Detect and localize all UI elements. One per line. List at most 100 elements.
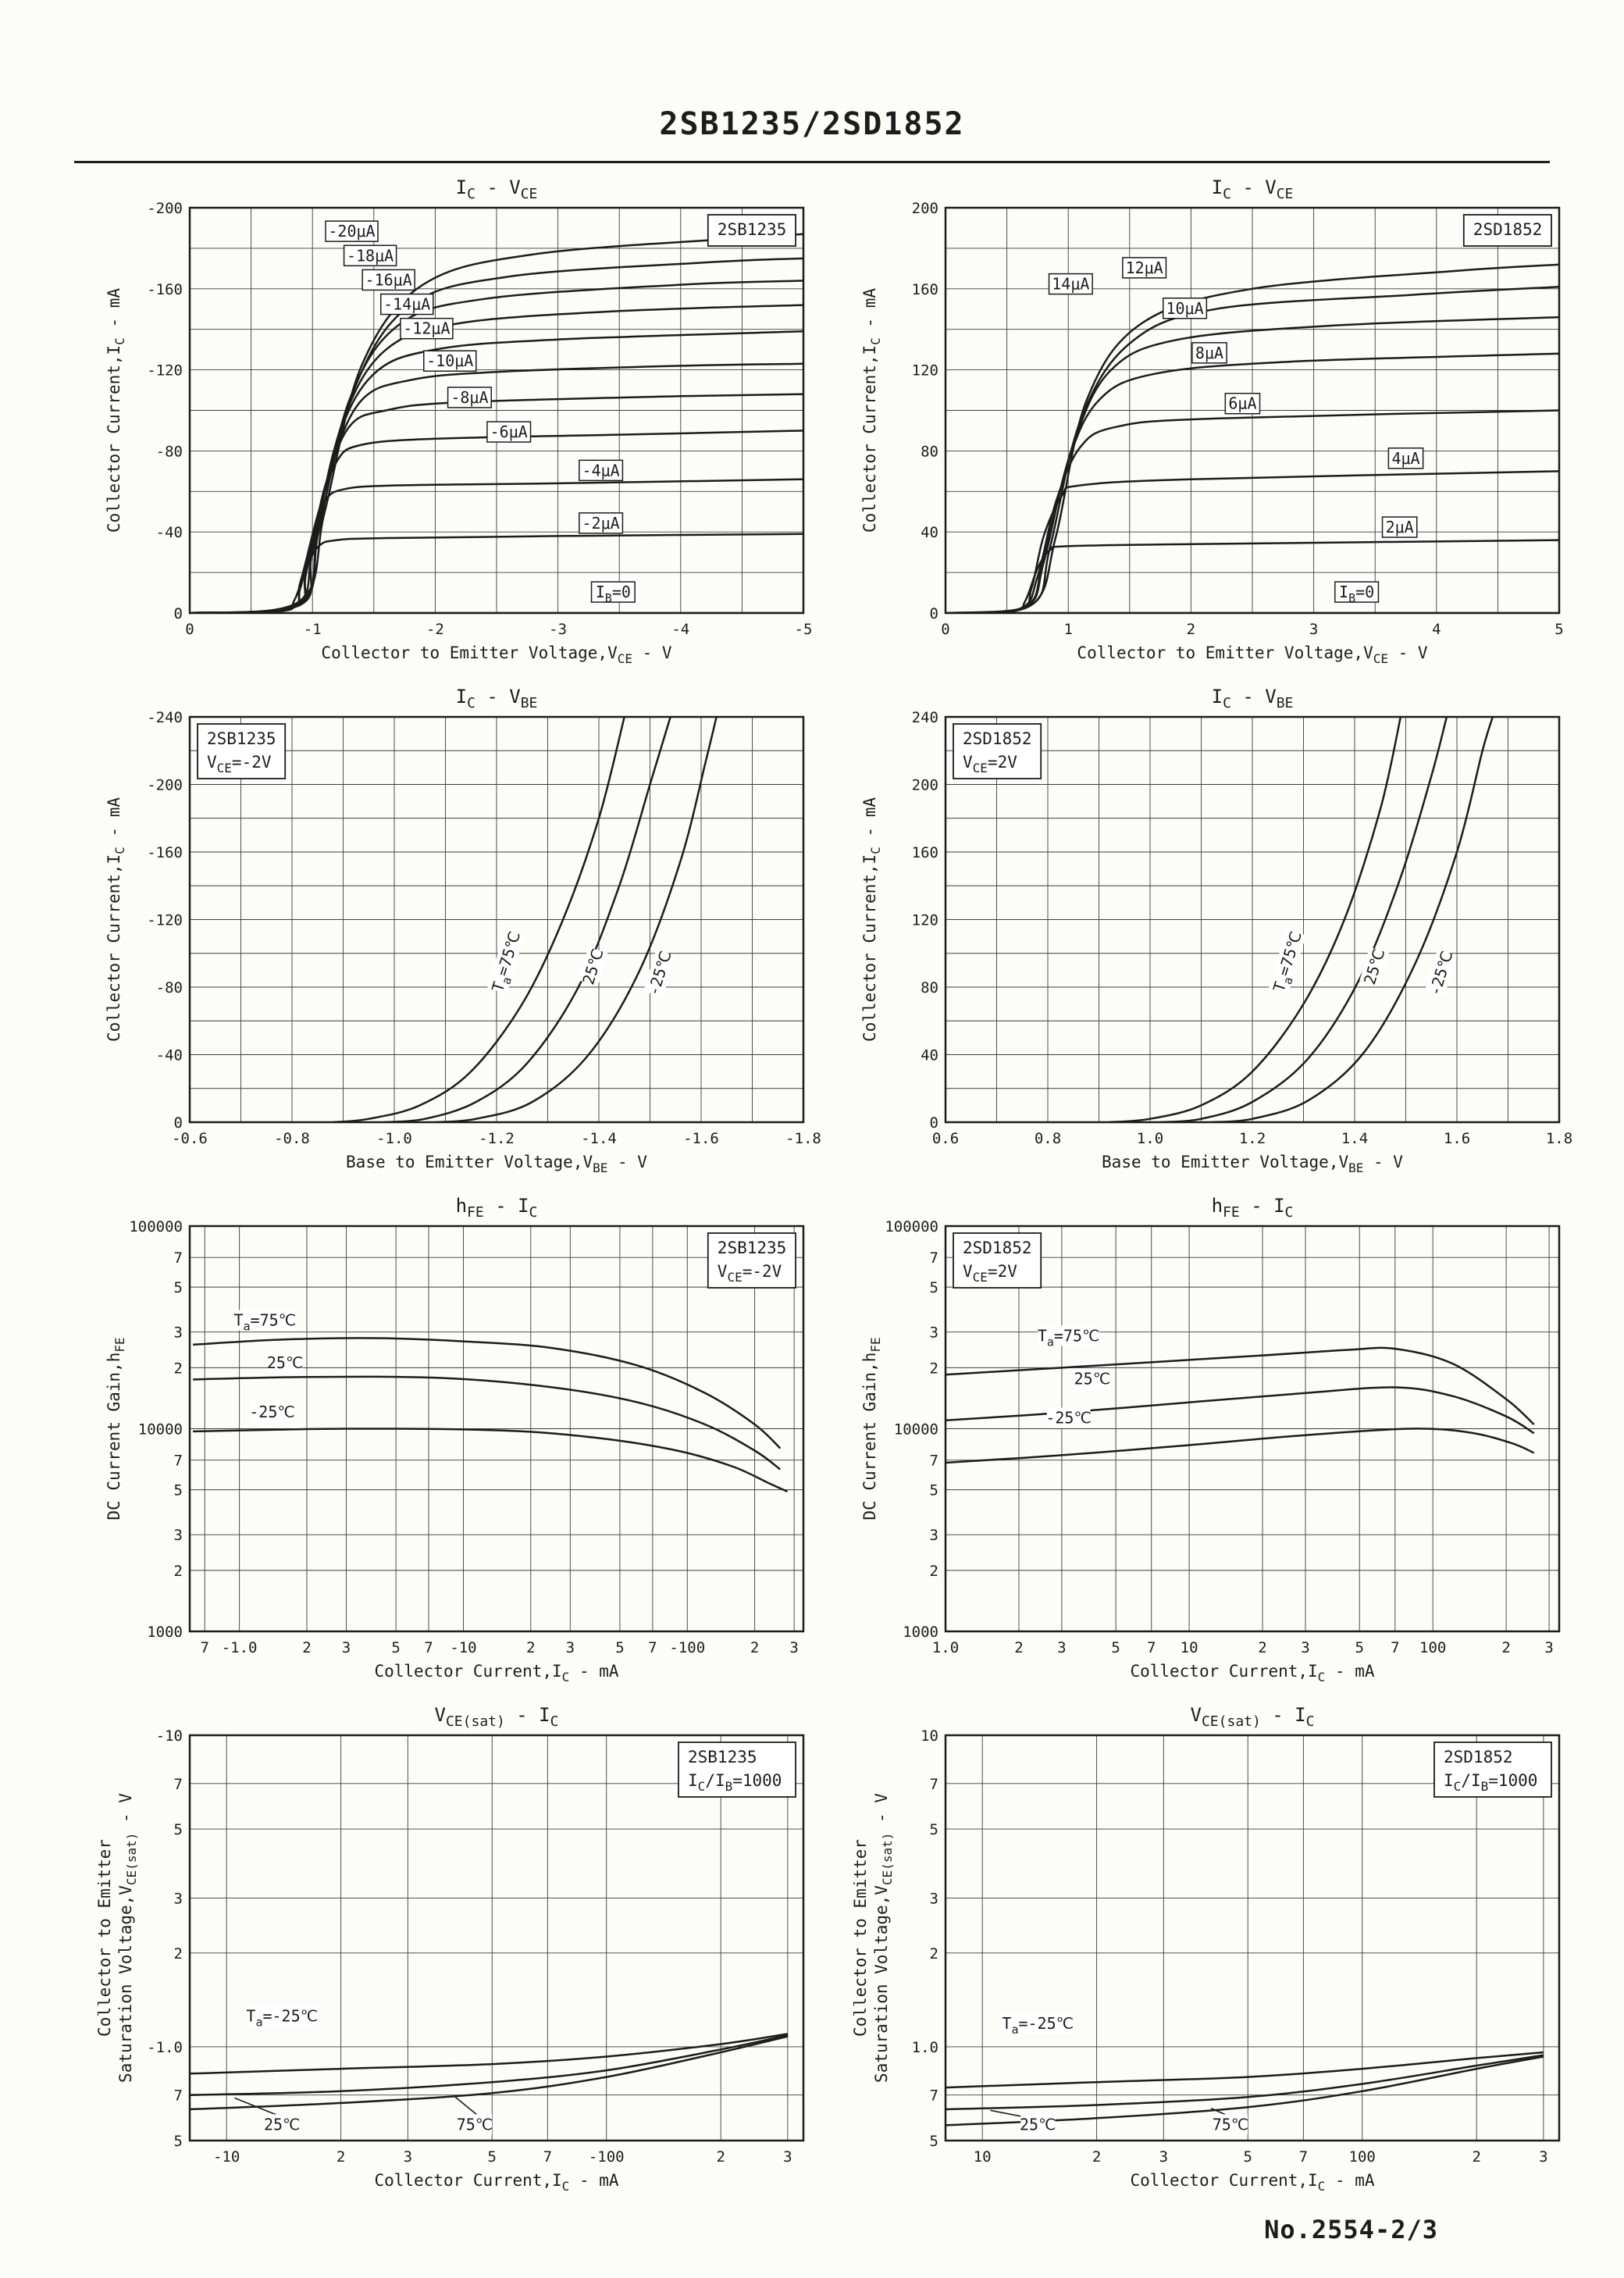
curve-Ta=25C <box>190 2034 789 2096</box>
curves-group <box>946 2051 1544 2126</box>
y-tick-label: -120 <box>147 912 183 929</box>
curve-label-Ta=-25C: Ta=-25℃ <box>1002 2013 1074 2037</box>
curve-Ta=25C <box>1160 717 1448 1122</box>
condition-box <box>707 1232 796 1289</box>
y-tick-label: 0 <box>930 1114 938 1132</box>
condition-box-line: VCE=2V <box>963 1262 1017 1285</box>
condition-box-line: 2SD1852 <box>1444 1748 1513 1766</box>
y-axis-label: Collector Current,IC - mA <box>105 797 127 1042</box>
y-tick-label: 1.0 <box>912 2039 938 2056</box>
chart-title: hFE - IC <box>456 1195 538 1221</box>
chart-title: IC - VCE <box>1212 176 1294 202</box>
y-tick-label: 240 <box>912 709 938 726</box>
curve-Ta=75C <box>946 2055 1544 2126</box>
y-tick-label: 80 <box>921 443 938 460</box>
curve-label-IB=12uA: 12μA <box>1122 257 1167 279</box>
condition-box-line: 2SD1852 <box>963 729 1032 748</box>
curves-group <box>333 717 718 1122</box>
curve-Ta=-25C <box>1211 717 1494 1122</box>
y-tick-label: 2 <box>930 1945 938 1963</box>
x-tick-label: 1.6 <box>1444 1130 1470 1147</box>
curve-label-Ta=25C: 25℃ <box>578 946 608 987</box>
y-tick-label: 7 <box>930 2087 938 2105</box>
y-tick-label: 5 <box>930 1482 938 1499</box>
x-tick-label: 2 <box>716 2148 725 2166</box>
y-tick-label: 5 <box>174 1279 183 1296</box>
chart-svg-ic-vbe-2sd1852: 0.6 0.8 1.0 1.2 1.4 1.6 1.8 0 40 80 120 160 200 240 Ba… <box>860 686 1572 1175</box>
x-tick-label: 2 <box>526 1639 535 1656</box>
chart-svg-hfe-ic-2sd1852: 1.0 2 3 5 7 10 2 3 5 7 100 2 3 1000 2 3 5 7 10000 2 3 5 7 10000… <box>860 1195 1561 1684</box>
curve-label-text: 4μA <box>1391 449 1419 468</box>
curve-label-Ta=-25C: -25℃ <box>1045 1407 1092 1428</box>
curve-label-text: 25℃ <box>1074 1369 1111 1388</box>
curve-Ta=75C <box>193 1337 782 1449</box>
x-axis-label: Collector Current,IC - mA <box>1130 2171 1374 2194</box>
y-tick-label: -240 <box>147 709 183 726</box>
x-tick-label: 7 <box>424 1639 433 1656</box>
condition-box-line: 2SB1235 <box>718 220 787 239</box>
curve-label-Ta=-25C: -25℃ <box>1424 949 1457 998</box>
y-tick-label: 5 <box>930 1279 938 1296</box>
y-tick-label: 1000 <box>147 1624 183 1641</box>
x-tick-label: 0.6 <box>932 1130 959 1147</box>
x-tick-label: 3 <box>1309 621 1318 638</box>
condition-box-line: IC/IB=1000 <box>1444 1771 1537 1794</box>
y-axis-label: Collector to Emitter <box>853 1839 870 2037</box>
curve-label-IB=0: IB=0 <box>590 581 636 605</box>
curve-label-text: 2μA <box>1386 518 1414 537</box>
x-tick-label: 2 <box>1014 1639 1023 1656</box>
curve-label-text: -25℃ <box>644 949 675 998</box>
curve-label-text: 14μA <box>1052 275 1089 294</box>
x-tick-label: -1.0 <box>376 1130 412 1147</box>
page-header: 2SB1235/2SD1852 <box>0 106 1624 142</box>
y-axis-label: Collector Current,IC - mA <box>860 797 883 1042</box>
y-tick-label: 7 <box>174 1453 183 1470</box>
x-tick-label: -2 <box>426 621 444 638</box>
x-tick-label: 5 <box>1111 1639 1120 1656</box>
curve-Ta=75C <box>333 717 625 1122</box>
y-tick-label: 3 <box>930 1527 938 1544</box>
chart-svg-hfe-ic-2sb1235: 7 -1.0 2 3 5 7 -10 2 3 5 7 -100 2 3 1000 2 3 5 7 10000 2 3 5 7 1… <box>105 1195 805 1684</box>
y-tick-label: 2 <box>930 1360 938 1377</box>
y-tick-label: -200 <box>147 777 183 794</box>
curve-label-text: -2μA <box>582 514 620 533</box>
curve-label-text: 25℃ <box>267 1353 304 1372</box>
curve-label-Ta=-25C: Ta=-25℃ <box>246 2005 318 2029</box>
y-tick-label: -40 <box>156 1047 183 1064</box>
curve-label-IB=-10uA: -10μA <box>423 350 477 372</box>
x-tick-label: 7 <box>648 1639 657 1656</box>
x-tick-label: 2 <box>337 2148 345 2166</box>
x-tick-label: 3 <box>404 2148 412 2166</box>
y-tick-label: 7 <box>174 1250 183 1267</box>
x-tick-label: 10 <box>1181 1639 1198 1656</box>
curve-label-IB=0: IB=0 <box>1334 581 1380 605</box>
x-tick-label: 0 <box>185 621 194 638</box>
y-tick-label: 5 <box>174 2133 183 2150</box>
x-tick-label: 7 <box>1147 1639 1156 1656</box>
x-axis-label: Collector Current,IC - mA <box>374 2171 618 2194</box>
curve-IB=-18uA <box>190 257 803 613</box>
curve-label-text: 12μA <box>1126 258 1163 277</box>
chart-ic-vce-2sd1852: 0 1 2 3 4 5 0 40 80 120 160 200 Collector to Emitter… <box>853 173 1579 677</box>
plot-frame <box>944 1225 1561 1633</box>
chart-vcesat-ic-2sb1235: -10 2 3 5 7 -100 2 3 -10 7 5 3 2 -1.0 7 5 Collector Curr… <box>95 1701 824 2205</box>
y-tick-label: -40 <box>156 524 183 541</box>
x-tick-label: -1.8 <box>785 1130 821 1147</box>
y-tick-label: 120 <box>912 362 938 380</box>
page-number: No.2554-2/3 <box>1264 2215 1438 2244</box>
x-tick-label: 2 <box>1258 1639 1266 1656</box>
x-tick-label: 3 <box>789 1639 798 1656</box>
x-tick-label: 3 <box>1159 2148 1168 2166</box>
curve-label-text: 25℃ <box>1020 2115 1056 2134</box>
curve-IB=10uA <box>946 315 1559 613</box>
condition-box <box>1462 214 1552 247</box>
curve-Ta=-25C <box>946 2051 1544 2089</box>
chart-svg-vcesat-ic-2sb1235: -10 2 3 5 7 -100 2 3 -10 7 5 3 2 -1.0 7 5 Collector Curr… <box>95 1704 805 2194</box>
curve-label-IB=2uA: 2μA <box>1381 516 1418 538</box>
x-tick-label: 5 <box>1244 2148 1252 2166</box>
y-tick-label: 3 <box>930 1891 938 1908</box>
x-tick-label: -10 <box>213 2148 240 2166</box>
curve-label-IB=-2uA: -2μA <box>579 512 624 534</box>
curve-IB=-14uA <box>190 304 803 613</box>
curve-label-Ta=75C: 75℃ <box>457 2114 493 2135</box>
